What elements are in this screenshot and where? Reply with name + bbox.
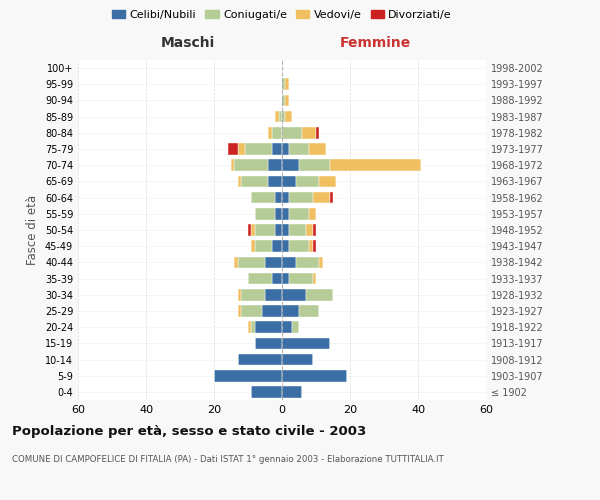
Bar bbox=[238, 305, 241, 317]
Bar bbox=[214, 370, 282, 382]
Bar bbox=[265, 289, 282, 300]
Bar bbox=[316, 127, 319, 138]
Bar bbox=[231, 160, 235, 171]
Bar bbox=[282, 305, 299, 317]
Bar bbox=[282, 240, 289, 252]
Bar bbox=[282, 78, 286, 90]
Bar bbox=[299, 160, 329, 171]
Bar bbox=[282, 160, 299, 171]
Bar bbox=[272, 272, 282, 284]
Bar bbox=[255, 224, 275, 236]
Bar bbox=[255, 240, 272, 252]
Bar bbox=[275, 208, 282, 220]
Bar bbox=[255, 338, 282, 349]
Bar bbox=[272, 143, 282, 155]
Bar bbox=[286, 94, 289, 106]
Bar bbox=[248, 272, 272, 284]
Bar bbox=[278, 111, 282, 122]
Bar bbox=[306, 289, 333, 300]
Bar bbox=[248, 224, 251, 236]
Bar bbox=[296, 176, 319, 188]
Bar bbox=[313, 224, 316, 236]
Bar bbox=[282, 111, 286, 122]
Bar bbox=[289, 208, 309, 220]
Bar bbox=[251, 192, 275, 203]
Bar bbox=[292, 322, 299, 333]
Bar bbox=[282, 322, 292, 333]
Bar bbox=[272, 240, 282, 252]
Bar bbox=[282, 143, 289, 155]
Bar bbox=[313, 240, 316, 252]
Text: COMUNE DI CAMPOFELICE DI FITALIA (PA) - Dati ISTAT 1° gennaio 2003 - Elaborazion: COMUNE DI CAMPOFELICE DI FITALIA (PA) - … bbox=[12, 455, 444, 464]
Bar bbox=[282, 176, 296, 188]
Bar bbox=[241, 289, 265, 300]
Bar bbox=[309, 240, 313, 252]
Bar bbox=[282, 338, 329, 349]
Bar bbox=[289, 224, 306, 236]
Bar bbox=[299, 305, 319, 317]
Bar bbox=[241, 305, 262, 317]
Bar bbox=[302, 127, 316, 138]
Y-axis label: Fasce di età: Fasce di età bbox=[26, 195, 39, 265]
Bar bbox=[282, 224, 289, 236]
Bar bbox=[282, 386, 302, 398]
Bar bbox=[289, 143, 309, 155]
Bar bbox=[289, 240, 309, 252]
Bar bbox=[268, 160, 282, 171]
Bar bbox=[251, 322, 255, 333]
Bar bbox=[265, 256, 282, 268]
Bar bbox=[282, 94, 286, 106]
Bar bbox=[282, 256, 296, 268]
Bar bbox=[286, 78, 289, 90]
Bar bbox=[313, 192, 329, 203]
Text: Popolazione per età, sesso e stato civile - 2003: Popolazione per età, sesso e stato civil… bbox=[12, 425, 366, 438]
Bar bbox=[282, 192, 289, 203]
Bar bbox=[289, 192, 313, 203]
Bar bbox=[286, 111, 292, 122]
Legend: Celibi/Nubili, Coniugati/e, Vedovi/e, Divorziati/e: Celibi/Nubili, Coniugati/e, Vedovi/e, Di… bbox=[107, 6, 457, 25]
Text: Femmine: Femmine bbox=[340, 36, 412, 50]
Bar bbox=[251, 240, 255, 252]
Bar bbox=[282, 354, 313, 366]
Bar bbox=[319, 176, 337, 188]
Bar bbox=[227, 143, 238, 155]
Bar bbox=[275, 111, 278, 122]
Bar bbox=[289, 272, 313, 284]
Bar bbox=[282, 370, 347, 382]
Bar bbox=[306, 224, 313, 236]
Bar bbox=[238, 176, 241, 188]
Bar bbox=[241, 176, 268, 188]
Bar bbox=[296, 256, 319, 268]
Bar bbox=[255, 208, 275, 220]
Bar bbox=[235, 256, 238, 268]
Bar bbox=[238, 289, 241, 300]
Bar bbox=[268, 127, 272, 138]
Bar bbox=[282, 127, 302, 138]
Bar bbox=[238, 143, 245, 155]
Bar bbox=[238, 354, 282, 366]
Bar bbox=[309, 143, 326, 155]
Bar bbox=[282, 272, 289, 284]
Bar bbox=[313, 272, 316, 284]
Bar bbox=[329, 160, 421, 171]
Bar bbox=[329, 192, 333, 203]
Bar bbox=[319, 256, 323, 268]
Bar bbox=[275, 224, 282, 236]
Bar bbox=[275, 192, 282, 203]
Bar bbox=[235, 160, 268, 171]
Bar bbox=[262, 305, 282, 317]
Text: Maschi: Maschi bbox=[161, 36, 215, 50]
Bar bbox=[282, 289, 306, 300]
Bar bbox=[255, 322, 282, 333]
Bar bbox=[248, 322, 251, 333]
Bar bbox=[282, 208, 289, 220]
Bar bbox=[245, 143, 272, 155]
Bar bbox=[272, 127, 282, 138]
Bar bbox=[309, 208, 316, 220]
Bar bbox=[251, 224, 255, 236]
Bar bbox=[268, 176, 282, 188]
Bar bbox=[238, 256, 265, 268]
Bar bbox=[251, 386, 282, 398]
